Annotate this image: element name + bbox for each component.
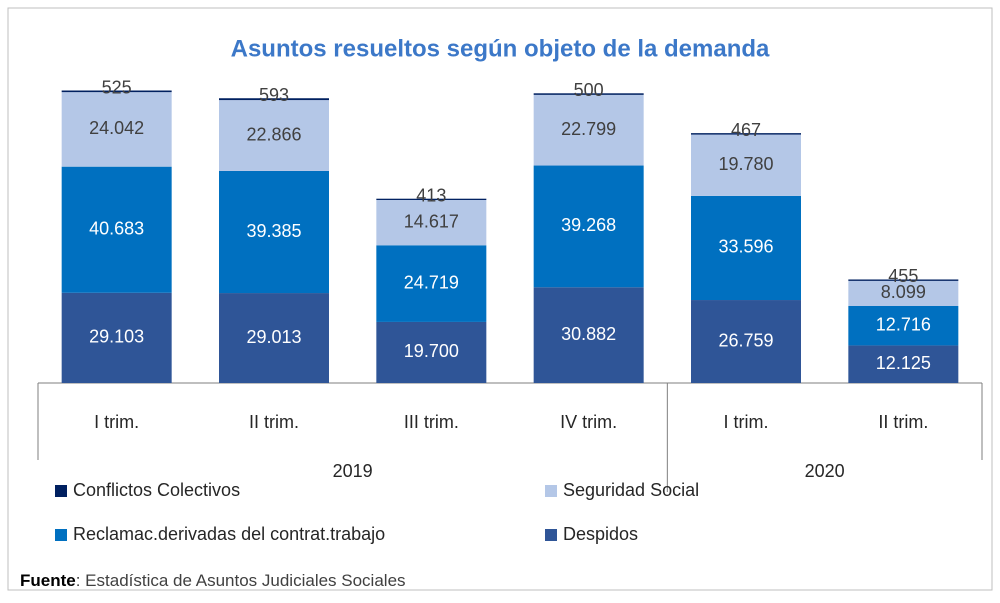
- bar-segment: [848, 305, 959, 346]
- group-label: 2020: [805, 461, 845, 481]
- bar-segment: [61, 166, 172, 293]
- source: Fuente: Estadística de Asuntos Judiciale…: [20, 571, 406, 590]
- data-label: 525: [102, 77, 132, 97]
- legend-swatch: [55, 485, 67, 497]
- bar-segment: [219, 170, 329, 294]
- bar-segment: [376, 198, 487, 200]
- bar-segment: [691, 300, 801, 383]
- legend-label: Reclamac.derivadas del contrat.trabajo: [73, 524, 385, 544]
- data-label: 19.700: [404, 341, 459, 361]
- data-label: 8.099: [881, 282, 926, 302]
- data-label: 593: [259, 85, 289, 105]
- bar-segment: [61, 90, 172, 93]
- legend-label: Despidos: [563, 524, 638, 544]
- data-label: 12.125: [876, 353, 931, 373]
- group-label: 2019: [333, 461, 373, 481]
- data-label: 12.716: [876, 314, 931, 334]
- data-label: 39.268: [561, 215, 616, 235]
- data-label: 467: [731, 120, 761, 140]
- x-tick-label: II trim.: [878, 412, 928, 432]
- source-text: : Estadística de Asuntos Judiciales Soci…: [76, 571, 406, 590]
- data-label: 24.719: [404, 272, 459, 292]
- data-label: 24.042: [89, 118, 144, 138]
- legend-label: Conflictos Colectivos: [73, 480, 240, 500]
- chart-border: [7, 7, 993, 591]
- legend-swatch: [55, 529, 67, 541]
- data-label: 455: [888, 266, 918, 286]
- x-tick-label: I trim.: [94, 412, 139, 432]
- data-label: 39.385: [246, 221, 301, 241]
- data-label: 33.596: [718, 237, 773, 257]
- bar-segment: [376, 245, 487, 322]
- x-tick-label: III trim.: [404, 412, 459, 432]
- bar-segment: [848, 345, 959, 383]
- data-label: 19.780: [718, 154, 773, 174]
- bar-segment: [61, 92, 172, 167]
- data-label: 413: [416, 185, 446, 205]
- bar-segment: [533, 94, 644, 166]
- source-label: Fuente: [20, 571, 76, 590]
- chart-title: Asuntos resueltos según objeto de la dem…: [231, 35, 770, 62]
- legend-swatch: [545, 485, 557, 497]
- bar-segment: [533, 165, 644, 288]
- data-label: 40.683: [89, 218, 144, 238]
- legend-swatch: [545, 529, 557, 541]
- bar-segment: [533, 93, 644, 95]
- bar-segment: [691, 195, 801, 301]
- data-label: 14.617: [404, 211, 459, 231]
- bar-segment: [219, 100, 329, 171]
- x-tick-label: I trim.: [724, 412, 769, 432]
- data-label: 22.799: [561, 119, 616, 139]
- bar-segment: [691, 133, 801, 135]
- data-label: 26.759: [718, 330, 773, 350]
- data-label: 500: [574, 80, 604, 100]
- bar-segment: [848, 280, 959, 306]
- data-label: 29.013: [246, 327, 301, 347]
- x-tick-label: IV trim.: [560, 412, 617, 432]
- x-tick-label: II trim.: [249, 412, 299, 432]
- data-label: 29.103: [89, 327, 144, 347]
- bar-segment: [376, 199, 487, 246]
- bar-segment: [61, 292, 172, 383]
- legend-label: Seguridad Social: [563, 480, 699, 500]
- bar-segment: [376, 321, 487, 383]
- bar-segment: [848, 279, 959, 281]
- bar-segment: [691, 134, 801, 196]
- bar-segment: [219, 98, 329, 101]
- data-label: 30.882: [561, 324, 616, 344]
- bar-segment: [219, 293, 329, 383]
- data-label: 22.866: [246, 124, 301, 144]
- bar-segment: [533, 287, 644, 383]
